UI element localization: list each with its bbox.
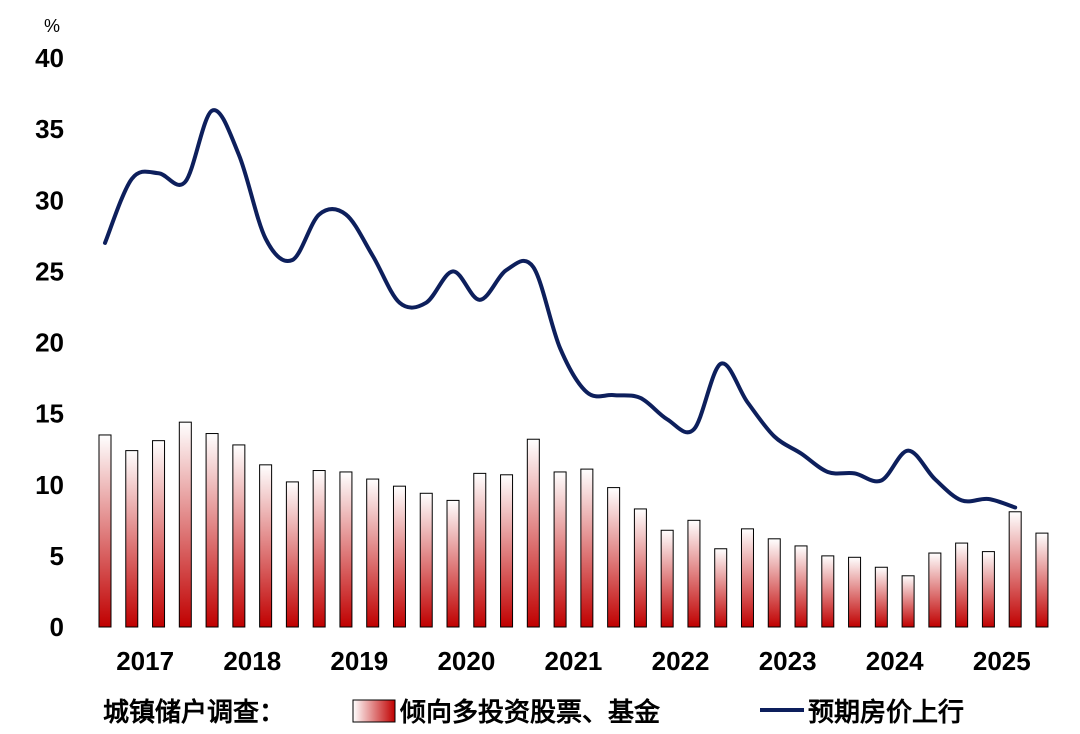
bar-2025Q4 (1035, 532, 1049, 628)
bar-2017Q3 (152, 440, 166, 628)
bar-2021Q4 (607, 487, 621, 628)
bar-2024Q4 (928, 552, 942, 628)
bar-2025Q2 (981, 551, 995, 628)
y-tick-label: 35 (35, 114, 64, 144)
y-unit-label: % (44, 16, 60, 36)
y-tick-label: 15 (35, 399, 64, 429)
legend-label-bar: 倾向多投资股票、基金 (399, 697, 661, 728)
bar-2018Q3 (259, 464, 273, 628)
bar-2018Q4 (285, 481, 299, 628)
bar-2021Q2 (553, 471, 567, 628)
bar-2020Q4 (500, 474, 514, 628)
bar-2020Q2 (446, 499, 460, 628)
bar-2023Q2 (767, 538, 781, 628)
x-tick-label: 2024 (866, 646, 924, 676)
y-tick-label: 20 (35, 328, 64, 358)
bar-2021Q1 (526, 438, 540, 628)
y-tick-label: 10 (35, 470, 64, 500)
x-tick-label: 2020 (437, 646, 495, 676)
bar-2022Q4 (714, 548, 728, 628)
x-tick-label: 2025 (973, 646, 1031, 676)
legend-prefix: 城镇储户调查： (103, 697, 285, 728)
bar-2022Q2 (660, 529, 674, 628)
bar-2024Q2 (874, 566, 888, 628)
y-axis: 0 5 10 15 20 25 30 35 40 (35, 43, 64, 642)
legend-swatch-bar (352, 699, 396, 723)
line-house-price-expectation (103, 108, 1018, 510)
bar-2023Q1 (740, 528, 754, 628)
bar-2019Q4 (392, 485, 406, 628)
y-tick-label: 0 (50, 612, 64, 642)
x-axis: 2017 2018 2019 2020 2021 2022 2023 2024 2025 (116, 646, 1030, 676)
bar-series (98, 421, 1049, 628)
bar-2024Q3 (901, 575, 915, 628)
y-tick-label: 30 (35, 185, 64, 215)
legend-label-line: 预期房价上行 (808, 697, 964, 728)
x-tick-label: 2018 (223, 646, 281, 676)
bar-2019Q1 (312, 470, 326, 628)
bar-2020Q3 (473, 472, 487, 628)
y-tick-label: 25 (35, 256, 64, 286)
y-tick-label: 5 (50, 541, 64, 571)
bar-2019Q3 (366, 478, 380, 628)
x-tick-label: 2022 (652, 646, 710, 676)
x-tick-label: 2023 (759, 646, 817, 676)
bar-2022Q3 (687, 519, 701, 628)
bar-2018Q2 (232, 444, 246, 628)
bar-2020Q1 (419, 492, 433, 628)
bar-2025Q1 (955, 542, 969, 628)
bar-2017Q2 (125, 450, 139, 628)
bar-2024Q1 (848, 556, 862, 628)
bar-2025Q3 (1008, 511, 1022, 628)
x-tick-label: 2019 (330, 646, 388, 676)
bar-2023Q4 (821, 555, 835, 628)
y-tick-label: 40 (35, 43, 64, 73)
bar-2019Q2 (339, 471, 353, 628)
bar-2023Q3 (794, 545, 808, 628)
x-tick-label: 2017 (116, 646, 174, 676)
bar-2017Q4 (178, 421, 192, 628)
x-tick-label: 2021 (545, 646, 603, 676)
bar-2018Q1 (205, 433, 219, 628)
line-series (103, 108, 1018, 510)
bar-2017Q1 (98, 434, 112, 628)
bar-2022Q1 (633, 508, 647, 628)
legend: 城镇储户调查： 倾向多投资股票、基金 预期房价上行 (103, 697, 964, 728)
bar-2021Q3 (580, 468, 594, 628)
